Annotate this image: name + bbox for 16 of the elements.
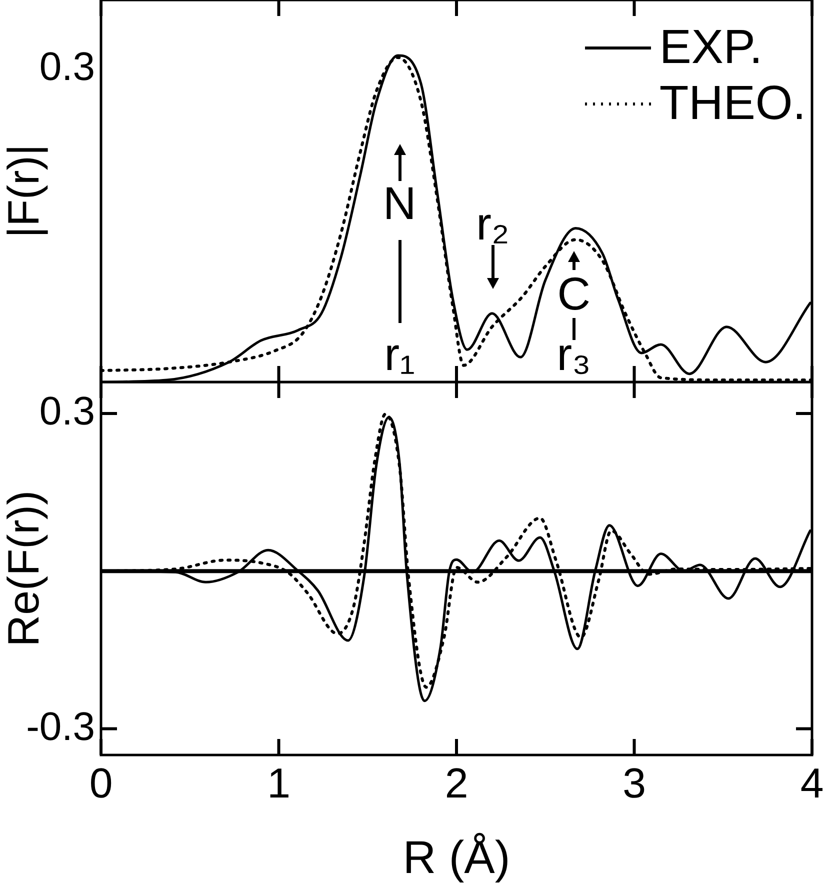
annotation: C xyxy=(557,268,590,320)
y-axis-title: Re(F(r)) xyxy=(0,490,49,647)
y-tick-label: -0.3 xyxy=(26,704,95,749)
annotation: r₃ xyxy=(556,328,591,380)
annotation: r₁ xyxy=(384,328,416,380)
x-tick-label: 1 xyxy=(267,760,290,807)
legend-label: EXP. xyxy=(659,20,763,76)
x-tick-label: 2 xyxy=(444,760,468,807)
legend-label: THEO. xyxy=(659,76,806,132)
annotation: N xyxy=(383,176,416,229)
x-tick-label: 3 xyxy=(622,760,646,807)
x-tick-label: 4 xyxy=(800,760,824,807)
x-tick-label: 0 xyxy=(89,760,113,807)
x-axis-title: R (Å) xyxy=(402,831,510,884)
y-axis-title: |F(r)| xyxy=(0,144,49,238)
annotation: r₂ xyxy=(476,198,510,250)
